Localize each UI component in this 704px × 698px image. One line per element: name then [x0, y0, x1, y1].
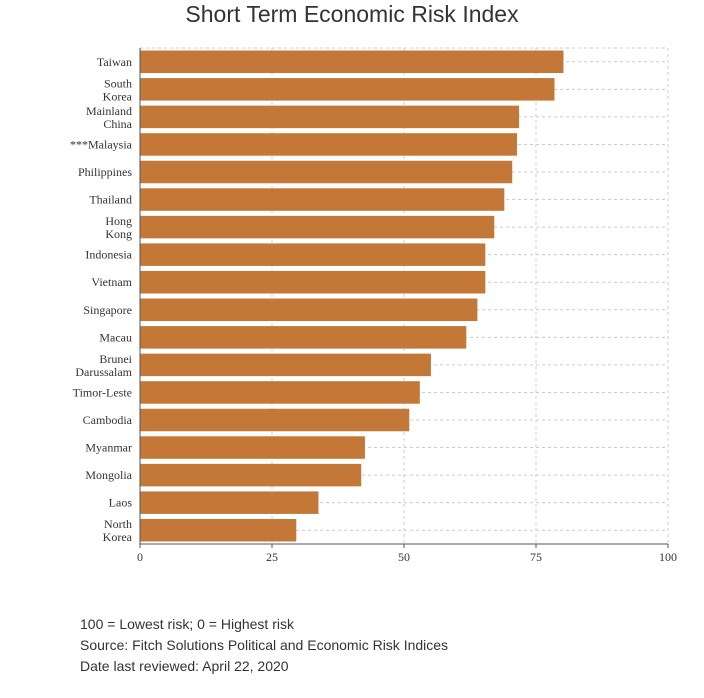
category-label: Mainland China: [86, 104, 133, 131]
footer-scale-note: 100 = Lowest risk; 0 = Highest risk: [80, 616, 294, 632]
bar-brunei-darussalam: [140, 353, 431, 377]
x-tick-label: 50: [398, 550, 410, 564]
bar-mainland-china: [140, 105, 520, 129]
bar-laos: [140, 491, 319, 514]
bars-layer: [140, 50, 564, 542]
footer-date-reviewed: Date last reviewed: April 22, 2020: [80, 658, 289, 674]
bar-myanmar: [140, 436, 365, 459]
x-tick-label: 100: [659, 550, 677, 564]
bar-south-korea: [140, 78, 555, 101]
bar-indonesia: [140, 243, 486, 266]
bar-philippines: [140, 160, 513, 184]
category-label: Myanmar: [85, 441, 132, 455]
bar-hong-kong: [140, 215, 495, 239]
bar-mongolia: [140, 463, 362, 487]
x-tick-label: 0: [137, 550, 143, 564]
category-label: Hong Kong: [105, 214, 132, 241]
category-label: Timor-Leste: [73, 385, 132, 399]
category-label: Brunei Darussalam: [75, 352, 132, 379]
chart-title: Short Term Economic Risk Index: [185, 1, 519, 27]
category-label: Taiwan: [97, 55, 132, 69]
bar-thailand: [140, 188, 505, 211]
x-tick-label: 25: [266, 550, 278, 564]
category-label: Mongolia: [85, 468, 132, 482]
category-label: ***Malaysia: [70, 137, 133, 151]
category-label: Indonesia: [85, 248, 132, 262]
bar-chart: Short Term Economic Risk Index Taiwan Sou…: [70, 1, 677, 564]
category-label: Philippines: [78, 165, 132, 179]
x-axis: 0 25 50 75 100: [137, 48, 677, 564]
category-label: North Korea: [103, 517, 133, 544]
bar-vietnam: [140, 270, 486, 294]
category-label: Vietnam: [91, 275, 132, 289]
bar-timor-leste: [140, 381, 420, 404]
bar-cambodia: [140, 408, 410, 432]
bar-malaysia: [140, 133, 517, 156]
x-tick-label: 75: [530, 550, 542, 564]
chart-footer: 100 = Lowest risk; 0 = Highest risk Sour…: [80, 614, 448, 677]
category-label: Macau: [99, 330, 132, 344]
bar-taiwan: [140, 50, 564, 74]
footer-source: Source: Fitch Solutions Political and Ec…: [80, 637, 449, 653]
category-label: South Korea: [103, 76, 133, 103]
category-label: Thailand: [89, 193, 132, 207]
category-label: Laos: [109, 496, 133, 510]
category-label: Singapore: [83, 303, 132, 317]
bar-macau: [140, 326, 467, 349]
bar-singapore: [140, 298, 478, 322]
category-label: Cambodia: [83, 413, 133, 427]
bar-north-korea: [140, 518, 297, 542]
